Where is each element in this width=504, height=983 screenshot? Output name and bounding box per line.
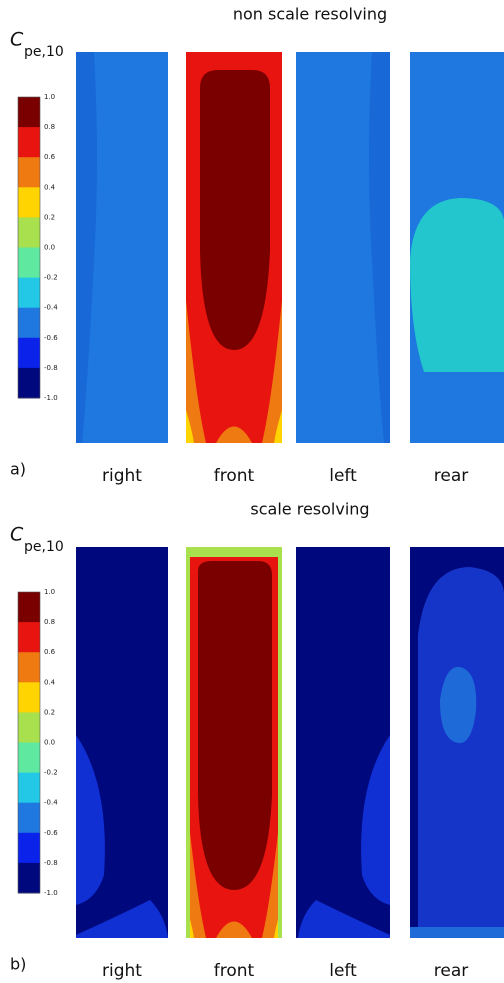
- colorbar-frame: [17, 96, 41, 399]
- colorbar-band: [18, 157, 40, 188]
- colorbar-tick-label: 1.0: [44, 588, 55, 596]
- colorbar-tick-label: -0.2: [44, 769, 58, 777]
- colorbar-tick-label: 0.8: [44, 618, 55, 626]
- colorbar-tick-label: 0.6: [44, 153, 56, 161]
- contour-region: [76, 735, 105, 905]
- colorbar-tick-label: 0.6: [44, 648, 56, 656]
- colorbar-band: [18, 832, 40, 864]
- colorbar-band: [18, 652, 40, 683]
- colorbar-band: [18, 337, 40, 369]
- contour-region: [200, 70, 270, 350]
- colorbar-tick-label: -0.4: [44, 799, 58, 807]
- face-label: right: [102, 466, 142, 486]
- colorbar-tick-label: -1.0: [44, 394, 58, 402]
- contour-region: [186, 547, 282, 557]
- colorbar-tick-label: -0.2: [44, 274, 58, 282]
- colorbar-band: [18, 802, 40, 834]
- face-label: front: [214, 466, 255, 486]
- contour-region: [76, 52, 97, 443]
- contour-region: [186, 410, 194, 443]
- colorbar-band: [18, 622, 40, 653]
- colorbar-band: [18, 592, 40, 623]
- panel: non scale resolving a) Cpe,10 1.0 0.8 0.6 0.4 0…: [10, 5, 504, 486]
- colorbar-tick-label: -0.6: [44, 829, 58, 837]
- face-label: rear: [434, 466, 468, 486]
- contour-region: [361, 735, 390, 905]
- colorbar-tick-label: -0.4: [44, 304, 58, 312]
- contour-region: [76, 900, 168, 938]
- contour-region: [274, 410, 282, 443]
- face-label: rear: [434, 961, 468, 981]
- colorbar-band: [18, 862, 40, 894]
- panel: scale resolving b) Cpe,10 1.0 0.8 0.6 0.4 0.2 0.…: [10, 500, 504, 981]
- colorbar-tick-label: 0.0: [44, 739, 55, 747]
- colorbar-tick-label: 1.0: [44, 93, 55, 101]
- colorbar-tick-label: -0.6: [44, 334, 58, 342]
- contour-region: [440, 666, 477, 744]
- face-label: left: [329, 961, 357, 981]
- face-label: left: [329, 466, 357, 486]
- colorbar-tick-label: -0.8: [44, 859, 58, 867]
- colorbar-band: [18, 682, 40, 713]
- colorbar-band: [18, 217, 40, 248]
- colorbar-symbol: C: [10, 524, 24, 546]
- colorbar-subscript: pe,10: [24, 44, 64, 60]
- contour-region: [278, 547, 282, 938]
- panel-tag: a): [10, 460, 26, 479]
- contour-region: [298, 900, 390, 938]
- panel-title: non scale resolving: [233, 5, 387, 24]
- colorbar-band: [18, 277, 40, 309]
- contour-region: [186, 795, 206, 938]
- colorbar-band: [18, 247, 40, 279]
- panel-title: scale resolving: [250, 500, 369, 519]
- contour-region: [186, 300, 206, 443]
- colorbar-band: [18, 367, 40, 399]
- colorbar-band: [18, 97, 40, 128]
- face-label: front: [214, 961, 255, 981]
- colorbar-band: [18, 127, 40, 158]
- contour-region: [198, 561, 272, 890]
- contour-region: [418, 567, 504, 930]
- colorbar-band: [18, 712, 40, 743]
- panel-tag: b): [10, 955, 26, 974]
- colorbar-band: [18, 742, 40, 774]
- colorbar-band: [18, 772, 40, 804]
- colorbar-tick-label: 0.0: [44, 244, 55, 252]
- contour-region: [410, 198, 504, 372]
- contour-region: [410, 927, 504, 938]
- colorbar-tick-label: 0.2: [44, 213, 55, 221]
- contour-region: [262, 300, 282, 443]
- colorbar-tick-label: 0.8: [44, 123, 55, 131]
- colorbar-tick-label: 0.2: [44, 708, 55, 716]
- colorbar-frame: [17, 591, 41, 894]
- colorbar-symbol: C: [10, 29, 24, 51]
- colorbar-tick-label: 0.4: [44, 678, 56, 686]
- colorbar-tick-label: -1.0: [44, 889, 58, 897]
- contour-region: [262, 795, 282, 938]
- colorbar-band: [18, 187, 40, 218]
- contour-region: [216, 426, 252, 443]
- face-label: right: [102, 961, 142, 981]
- contour-region: [186, 547, 190, 938]
- contour-region: [369, 52, 390, 443]
- colorbar-subscript: pe,10: [24, 539, 64, 555]
- colorbar-band: [18, 307, 40, 339]
- colorbar-tick-label: 0.4: [44, 183, 56, 191]
- colorbar-tick-label: -0.8: [44, 364, 58, 372]
- contour-region: [216, 921, 252, 938]
